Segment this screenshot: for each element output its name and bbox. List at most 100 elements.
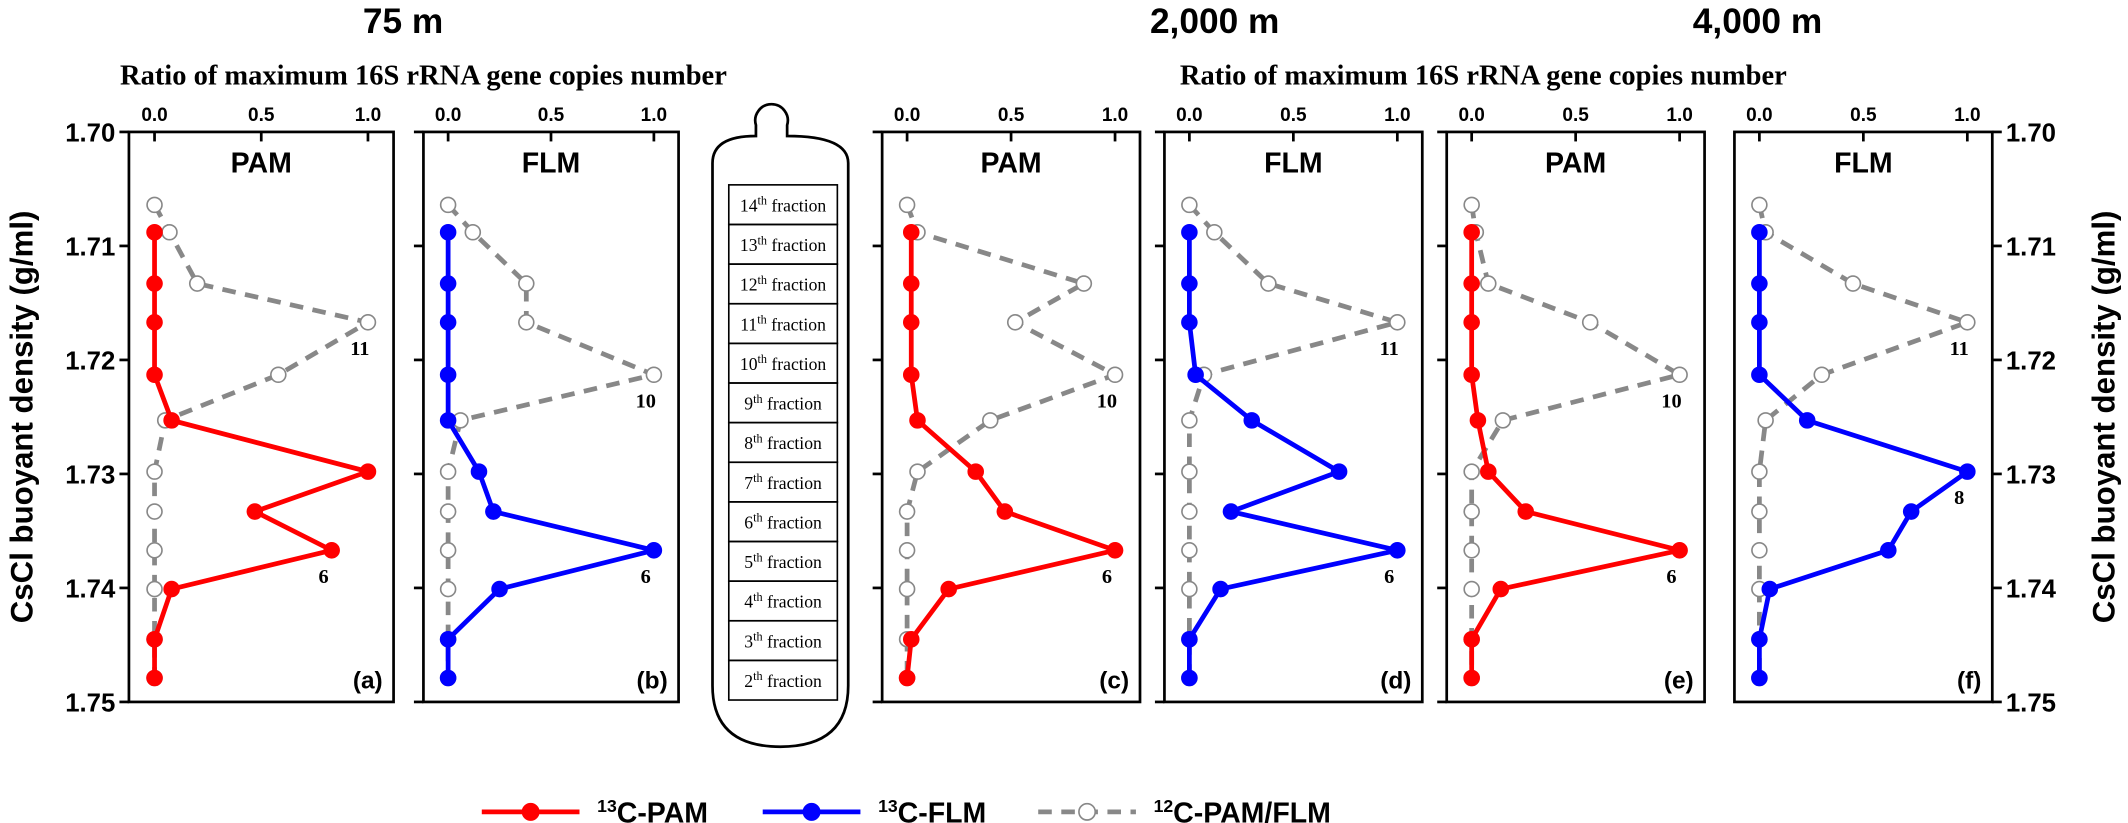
panel-title: FLM (1264, 148, 1323, 180)
data-point (439, 223, 457, 241)
point-annotation: 10 (636, 390, 656, 412)
data-point (146, 503, 163, 520)
data-point (1751, 503, 1768, 520)
y-tick-label: 1.72 (2006, 347, 2056, 375)
data-point (1330, 463, 1348, 480)
data-point (902, 630, 920, 648)
data-point (967, 463, 984, 480)
data-point (1463, 580, 1480, 598)
fraction-number: 9 (744, 394, 753, 414)
data-point (1106, 366, 1124, 384)
x-tick-label: 1.0 (355, 105, 381, 126)
data-point (898, 542, 916, 559)
x-tick-label: 0.5 (538, 105, 565, 126)
fraction-box (727, 659, 839, 701)
data-point (146, 275, 163, 292)
series-line (1469, 204, 1686, 678)
data-point (1181, 669, 1198, 687)
data-point (161, 223, 178, 241)
panel: PAM (a) 0.0 0.5 1.0 1.70 1.71 1.72 1.73 1.74 1.75 1… (65, 105, 395, 717)
data-point (439, 542, 457, 559)
panel-label: (a) (353, 667, 383, 694)
data-point (1751, 196, 1768, 214)
fraction-label: 8th fraction (744, 431, 822, 453)
data-point (1492, 580, 1510, 598)
fraction-text: fraction (767, 354, 826, 374)
fraction-suffix: th (758, 273, 768, 287)
x-tick-label: 0.0 (435, 105, 461, 126)
data-point (359, 463, 377, 480)
panel: FLM (f) 0.0 0.5 1.0 1.70 1.71 1.72 1.73 1.74 1.75 1… (1733, 105, 2057, 717)
legend-name: C-PAM/FLM (1173, 798, 1331, 823)
fraction-number: 3 (744, 631, 753, 651)
x-tick-label: 0.0 (1458, 105, 1484, 126)
data-point (1517, 503, 1535, 520)
data-point (439, 580, 457, 598)
x-tick-label: 0.5 (1850, 105, 1877, 126)
fraction-suffix: th (753, 431, 763, 445)
data-point (146, 366, 163, 384)
panel-label: (e) (1664, 667, 1694, 694)
y-tick-label: 1.74 (65, 575, 116, 603)
fraction-suffix: th (758, 233, 768, 247)
data-point (270, 366, 287, 384)
data-point (1187, 366, 1204, 384)
y-tick-label: 1.71 (2006, 233, 2056, 261)
fraction-label: 3th fraction (744, 630, 822, 652)
data-point (439, 196, 457, 214)
panel-label: (d) (1380, 667, 1411, 694)
data-point (902, 314, 920, 331)
data-point (1671, 542, 1688, 559)
x-tick-label: 0.0 (1746, 105, 1772, 126)
fraction-text: fraction (763, 631, 822, 651)
data-point (981, 412, 999, 429)
point-annotation: 6 (1384, 566, 1394, 588)
panel-title: PAM (980, 148, 1041, 180)
series-line (152, 203, 375, 678)
data-point (1463, 275, 1480, 292)
panel-label: (b) (637, 667, 668, 694)
data-point (1798, 412, 1816, 429)
data-point (1181, 463, 1198, 480)
data-point (1751, 669, 1768, 687)
data-point (1075, 275, 1093, 292)
fraction-number: 4 (744, 592, 753, 612)
panel-title: PAM (1545, 148, 1606, 180)
data-point (1959, 463, 1976, 480)
fraction-label: 14th fraction (740, 194, 827, 216)
y-tick-label: 1.70 (65, 119, 115, 147)
data-point (1902, 503, 1920, 520)
data-point (1106, 542, 1124, 559)
data-point (1751, 463, 1768, 480)
depth-title: 4,000 m (1693, 2, 1822, 41)
data-point (1844, 275, 1862, 292)
legend-marker (1078, 802, 1097, 821)
data-point (902, 223, 920, 241)
data-point (1469, 412, 1487, 429)
data-point (146, 542, 163, 559)
data-point (1463, 314, 1480, 331)
fraction-label: 12th fraction (740, 273, 827, 295)
point-annotation: 6 (641, 566, 651, 588)
data-point (464, 223, 482, 241)
panel: FLM (b) 0.0 0.5 1.0 10 6 (413, 105, 680, 704)
fraction-label: 4th fraction (744, 590, 822, 612)
data-point (188, 275, 206, 292)
y-tick-label: 1.73 (2006, 461, 2056, 489)
data-point (902, 366, 920, 384)
fraction-label: 11th fraction (740, 313, 826, 335)
data-point (996, 503, 1014, 520)
fraction-suffix: th (753, 590, 763, 604)
data-point (439, 630, 457, 648)
y-axis-title: CsCl buoyant density (g/ml) (2086, 211, 2121, 624)
fraction-text: fraction (767, 314, 826, 334)
legend-label: 13C-FLM (878, 796, 986, 823)
data-point (1181, 580, 1198, 598)
data-point (1751, 223, 1768, 241)
x-axis-title: Ratio of maximum 16S rRNA gene copies nu… (120, 60, 727, 91)
fraction-suffix: th (758, 352, 768, 366)
data-point (1959, 314, 1976, 331)
x-tick-label: 0.5 (998, 105, 1025, 126)
data-point (1463, 503, 1480, 520)
fraction-number: 14 (740, 195, 758, 215)
